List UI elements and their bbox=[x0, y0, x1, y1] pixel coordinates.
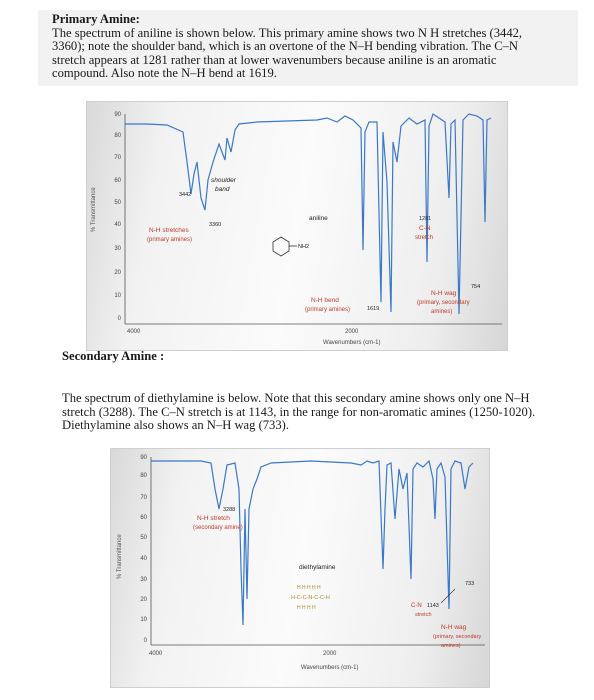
shoulder-label-1: shoulder bbox=[211, 177, 237, 184]
nh-bend-primary-label: (primary amines) bbox=[305, 307, 350, 313]
xtick-2000: 2000 bbox=[323, 651, 337, 657]
nh-wag-label: N-H wag bbox=[431, 290, 457, 297]
benzene-ring-icon bbox=[272, 236, 290, 257]
ytick-30: 30 bbox=[140, 577, 147, 583]
ytick-70: 70 bbox=[114, 155, 121, 161]
primary-line-2: 3360); note the shoulder band, which is … bbox=[52, 39, 518, 54]
aniline-label: aniline bbox=[309, 215, 328, 222]
peak-1281-label: 1281 bbox=[419, 216, 431, 222]
nh-stretches-label: N-H stretches bbox=[149, 227, 189, 234]
structure-top-hydrogens: H H H H H bbox=[297, 585, 321, 591]
xtick-4000: 4000 bbox=[149, 651, 163, 657]
diethylamine-ir-spectrum-photo: % Transmittance 90 80 70 60 50 40 30 20 … bbox=[110, 448, 490, 688]
nh-wag-primary-label: (primary, secondary bbox=[433, 634, 481, 640]
ytick-60: 60 bbox=[140, 515, 147, 521]
primary-line-3: stretch appears at 1281 rather than at l… bbox=[52, 52, 497, 67]
shoulder-label-2: band bbox=[215, 186, 230, 193]
primary-amines-label: (primary amines) bbox=[147, 237, 192, 243]
peak-3360-label: 3360 bbox=[209, 222, 221, 228]
nh2-label: NH2 bbox=[298, 244, 309, 250]
peak-3288-label: 3288 bbox=[223, 507, 235, 513]
secondary-line-3: Diethylamine also shows an N–H wag (733)… bbox=[62, 418, 289, 433]
aniline-ir-spectrum-photo: % Transmittance 90 80 70 60 50 40 30 20 … bbox=[86, 101, 508, 351]
primary-amine-heading: Primary Amine: bbox=[52, 12, 140, 26]
peak-3442-label: 3442 bbox=[179, 192, 191, 198]
ytick-10: 10 bbox=[140, 617, 147, 623]
ytick-80: 80 bbox=[140, 473, 147, 479]
secondary-amine-heading: Secondary Amine : bbox=[62, 349, 165, 363]
secondary-line-1: The spectrum of diethylamine is below. N… bbox=[62, 391, 530, 405]
ytick-60: 60 bbox=[114, 178, 121, 184]
peak-1143-label: 1143 bbox=[427, 603, 439, 609]
ytick-90: 90 bbox=[140, 455, 147, 461]
secondary-line-2: stretch (3288). The C–N stretch is at 11… bbox=[62, 404, 536, 419]
ytick-50: 50 bbox=[140, 535, 147, 541]
nh-stretch-label: N-H stretch bbox=[197, 515, 230, 522]
aniline-spectrum-trace bbox=[125, 113, 492, 315]
ytick-30: 30 bbox=[114, 246, 121, 252]
aniline-spectrum-svg: % Transmittance 90 80 70 60 50 40 30 20 … bbox=[91, 112, 502, 346]
diethylamine-spectrum-svg: % Transmittance 90 80 70 60 50 40 30 20 … bbox=[117, 455, 485, 671]
pointer-line bbox=[440, 588, 456, 604]
secondary-amine-text: The spectrum of diethylamine is below. N… bbox=[62, 391, 582, 433]
cn-stretch-label: stretch bbox=[415, 235, 433, 241]
xtick-4000: 4000 bbox=[127, 329, 141, 335]
nh-wag-primary-label: (primary, secondary bbox=[417, 300, 470, 306]
cn-stretch-label: stretch bbox=[415, 612, 432, 618]
nh-wag-label: N-H wag bbox=[441, 624, 467, 631]
structure-chain: H-C-C-N-C-C-H bbox=[291, 595, 330, 601]
secondary-amine-label: (secondary amine) bbox=[193, 525, 243, 531]
primary-line-4: compound. Also note the N–H bend at 1619… bbox=[52, 66, 277, 81]
primary-line-1: The spectrum of aniline is shown below. … bbox=[52, 25, 523, 40]
peak-754-label: 754 bbox=[471, 284, 480, 290]
primary-amine-highlight bbox=[38, 10, 578, 86]
structure-bottom-hydrogens: H H H H bbox=[297, 605, 316, 611]
ytick-80: 80 bbox=[114, 133, 121, 139]
xtick-2000: 2000 bbox=[345, 329, 359, 335]
diethylamine-spectrum-trace bbox=[151, 459, 474, 626]
ytick-0: 0 bbox=[118, 316, 122, 322]
ytick-50: 50 bbox=[114, 200, 121, 206]
ytick-20: 20 bbox=[114, 270, 121, 276]
ytick-70: 70 bbox=[140, 495, 147, 501]
peak-1619-label: 1619 bbox=[367, 306, 379, 312]
nh-bend-label: N-H bend bbox=[311, 297, 339, 304]
cn-label: C-N bbox=[419, 225, 431, 232]
peak-733-label: 733 bbox=[465, 581, 474, 587]
x-axis-label: Wavenumbers (cm-1) bbox=[301, 665, 358, 671]
ytick-90: 90 bbox=[114, 112, 121, 118]
ytick-40: 40 bbox=[114, 222, 121, 228]
diethylamine-label: diethylamine bbox=[299, 564, 336, 571]
nh-wag-amines-label: amines) bbox=[431, 309, 452, 315]
ytick-0: 0 bbox=[144, 638, 148, 644]
nh-wag-amines-label: amines) bbox=[441, 643, 461, 649]
cn-label: C-N bbox=[411, 603, 422, 609]
y-axis-label: % Transmittance bbox=[91, 187, 97, 232]
ytick-40: 40 bbox=[140, 556, 147, 562]
ytick-20: 20 bbox=[140, 597, 147, 603]
ytick-10: 10 bbox=[114, 293, 121, 299]
x-axis-label: Wavenumbers (cm-1) bbox=[323, 340, 380, 346]
y-axis-label: % Transmittance bbox=[117, 534, 123, 579]
primary-amine-text: Primary Amine: The spectrum of aniline i… bbox=[52, 12, 567, 81]
